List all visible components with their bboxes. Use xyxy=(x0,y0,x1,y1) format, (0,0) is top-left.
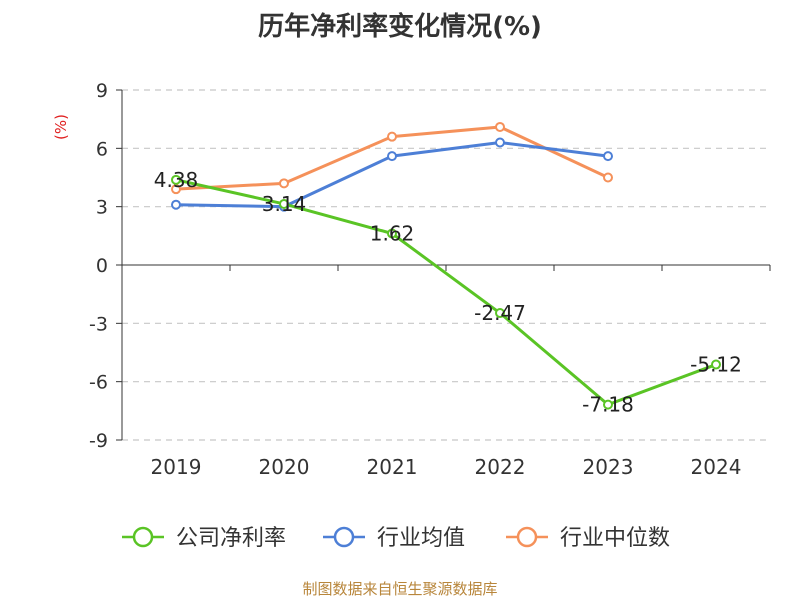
series-line-0 xyxy=(175,178,717,407)
data-point xyxy=(171,184,181,195)
legend-label: 行业均值 xyxy=(377,526,465,551)
chart-title: 历年净利率变化情况(%) xyxy=(258,12,542,42)
data-label: 3.14 xyxy=(262,192,307,216)
y-tick-label: -3 xyxy=(89,313,108,335)
source-note: 制图数据来自恒生聚源数据库 xyxy=(302,580,498,598)
x-tick-label: 2021 xyxy=(367,455,418,479)
data-point xyxy=(387,131,397,142)
data-label: -7.18 xyxy=(582,393,634,417)
data-point xyxy=(603,172,613,183)
data-point xyxy=(495,121,505,132)
legend-item[interactable]: 公司净利率 xyxy=(122,526,286,551)
legend-swatch-marker xyxy=(333,526,355,548)
y-tick-label: -9 xyxy=(89,430,108,452)
y-tick-label: 0 xyxy=(96,255,108,277)
legend-swatch-marker xyxy=(516,526,538,548)
data-label: 1.62 xyxy=(370,222,415,246)
data-point xyxy=(387,151,397,162)
data-point xyxy=(603,151,613,162)
y-tick-label: -6 xyxy=(89,372,108,394)
data-point xyxy=(171,199,181,210)
data-point xyxy=(495,308,505,319)
legend-label: 公司净利率 xyxy=(176,526,286,551)
data-point xyxy=(279,198,289,209)
x-tick-label: 2024 xyxy=(691,455,742,479)
data-point xyxy=(387,228,397,239)
legend-swatch-marker xyxy=(132,526,154,548)
x-tick-label: 2020 xyxy=(259,455,310,479)
data-point xyxy=(279,178,289,189)
data-point xyxy=(495,137,505,148)
legend-label: 行业中位数 xyxy=(560,526,670,551)
y-axis-label: (%) xyxy=(52,114,70,140)
legend-item[interactable]: 行业中位数 xyxy=(506,526,670,551)
legend-item[interactable]: 行业均值 xyxy=(323,526,465,551)
data-point xyxy=(603,399,613,410)
x-tick-label: 2023 xyxy=(583,455,634,479)
x-tick-label: 2022 xyxy=(475,455,526,479)
y-tick-label: 9 xyxy=(96,80,108,102)
y-tick-label: 3 xyxy=(96,197,108,219)
y-tick-label: 6 xyxy=(96,138,108,160)
data-label: -2.47 xyxy=(474,301,526,325)
x-tick-label: 2019 xyxy=(151,455,202,479)
data-label: 4.38 xyxy=(154,168,199,192)
data-point xyxy=(171,174,181,185)
data-label: -5.12 xyxy=(690,353,742,377)
data-point xyxy=(711,359,721,370)
